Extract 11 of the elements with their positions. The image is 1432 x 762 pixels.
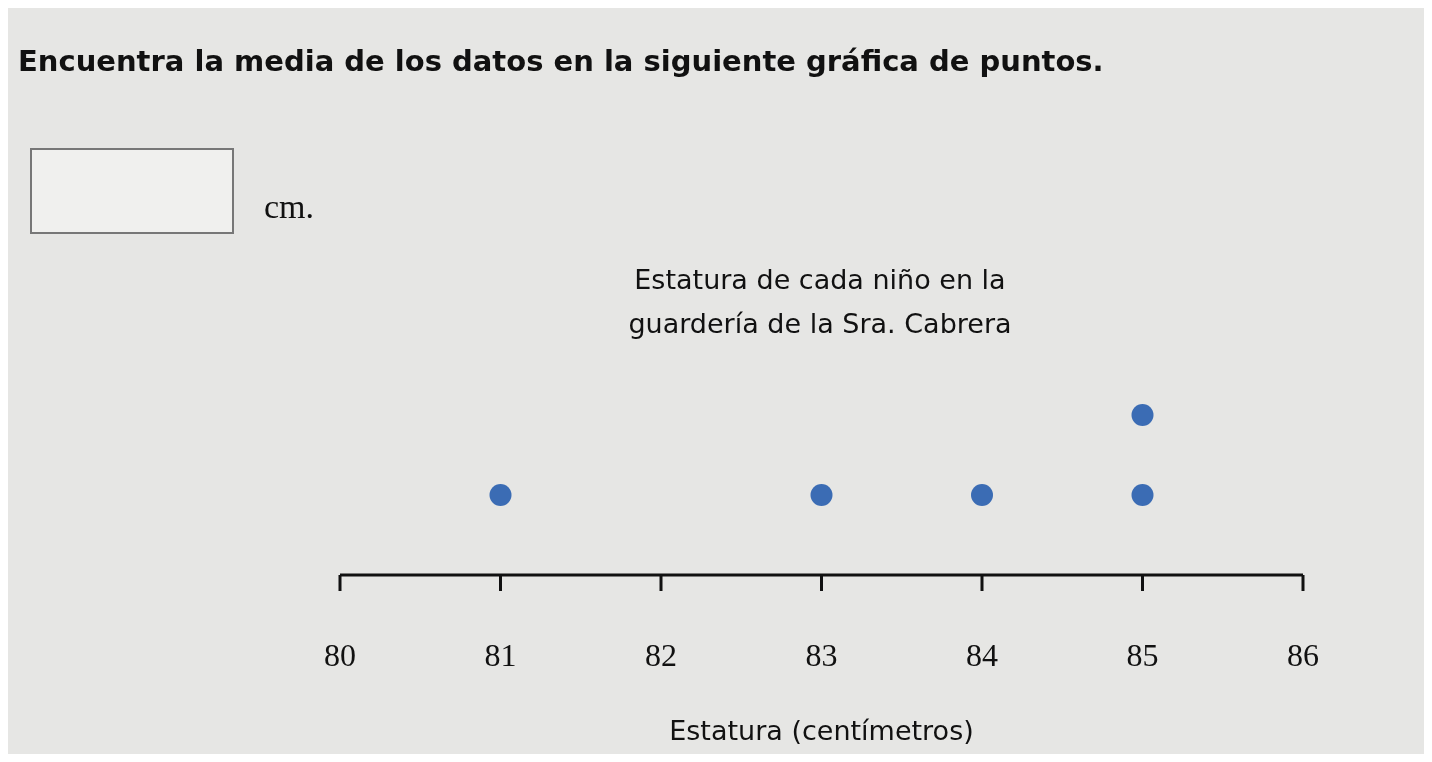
x-tick-label: 81 [484, 636, 517, 673]
x-tick-label: 82 [645, 636, 677, 673]
chart-title: Estatura de cada niño en la guardería de la Sra. Cabrera [627, 263, 1013, 341]
x-tick-label: 85 [1126, 636, 1159, 673]
x-tick-label: 80 [324, 636, 356, 673]
x-tick-label: 84 [966, 636, 998, 673]
x-tick-label: 83 [805, 636, 838, 673]
text: Encuentra la media de los datos en la siguiente gráfica de puntos. [18, 44, 1104, 78]
x-axis-title: Estatura (centímetros) [669, 715, 974, 746]
text: cm. [264, 188, 315, 226]
x-tick-label: 86 [1287, 636, 1319, 673]
